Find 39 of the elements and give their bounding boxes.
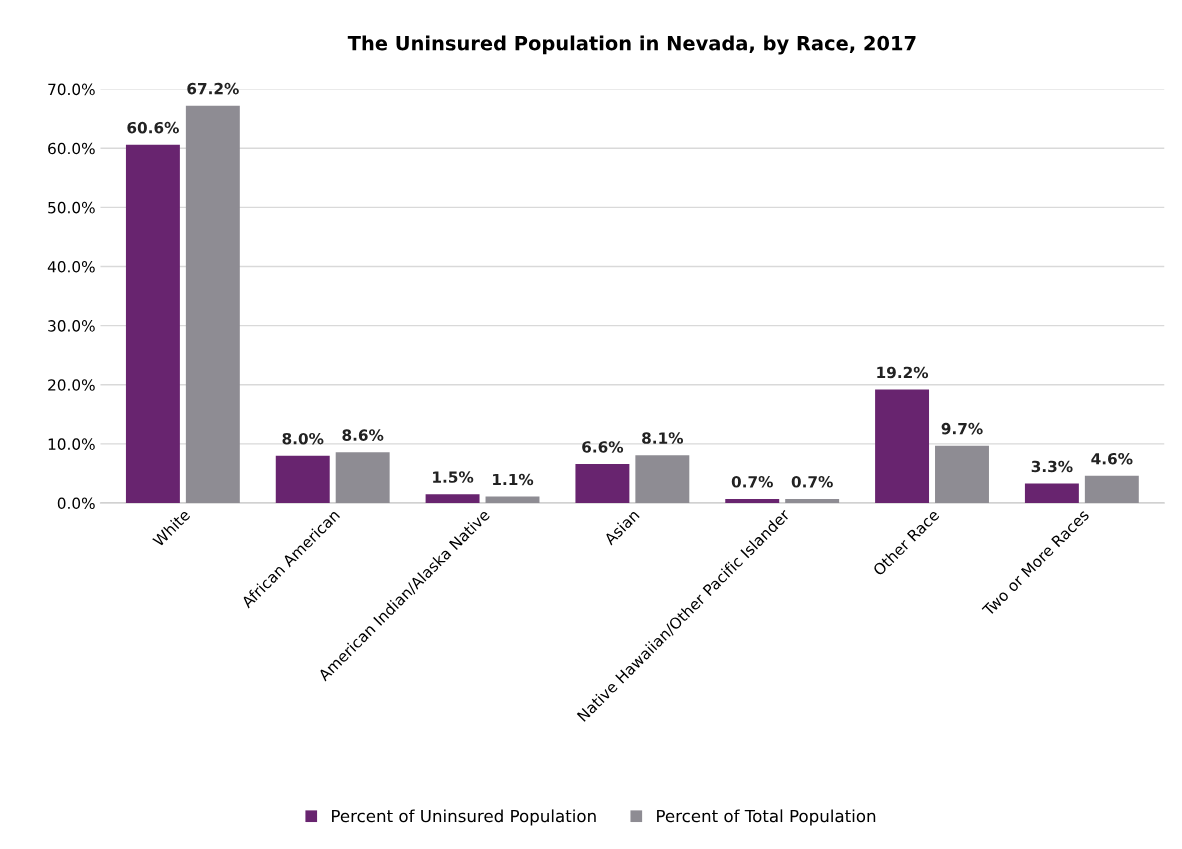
y-tick-label: 30.0% xyxy=(48,320,95,332)
data-label: 8.6% xyxy=(342,429,384,441)
bar xyxy=(1084,475,1139,504)
bar xyxy=(185,105,240,504)
data-label: 4.6% xyxy=(1091,452,1133,465)
y-tick-label: 40.0% xyxy=(47,260,95,273)
bar xyxy=(425,494,480,504)
data-label: 60.6% xyxy=(127,121,179,134)
bar xyxy=(935,445,989,504)
bar xyxy=(125,144,180,504)
data-label: 6.6% xyxy=(582,441,624,453)
y-tick-label: 70.0% xyxy=(48,83,95,96)
y-tick-label: 60.0% xyxy=(48,142,95,155)
data-label: 3.3% xyxy=(1031,460,1073,473)
data-label: 0.7% xyxy=(731,476,773,488)
legend-label: Percent of Uninsured Population xyxy=(332,809,596,826)
bar xyxy=(875,389,930,504)
chart-title: The Uninsured Population in Nevada, by Race, 2017 xyxy=(347,35,916,55)
data-label: 67.2% xyxy=(187,82,239,95)
bar xyxy=(275,455,330,504)
bar xyxy=(725,498,780,504)
y-tick-label: 20.0% xyxy=(48,379,95,391)
bar xyxy=(1024,483,1079,504)
data-label: 9.7% xyxy=(941,422,983,435)
data-label: 0.7% xyxy=(791,476,833,488)
y-tick-label: 0.0% xyxy=(57,497,95,510)
data-label: 8.0% xyxy=(282,432,324,445)
data-label: 19.2% xyxy=(877,366,929,379)
bar xyxy=(785,498,840,504)
data-label: 1.5% xyxy=(433,471,474,483)
y-tick-label: 10.0% xyxy=(48,438,95,450)
bar xyxy=(575,464,630,504)
legend-label: Percent of Total Population xyxy=(657,809,876,826)
data-label: 8.1% xyxy=(642,432,684,444)
bar xyxy=(485,496,540,504)
data-label: 1.1% xyxy=(493,473,534,486)
bar xyxy=(635,455,690,504)
y-tick-label: 50.0% xyxy=(48,201,95,214)
bar xyxy=(335,452,390,504)
